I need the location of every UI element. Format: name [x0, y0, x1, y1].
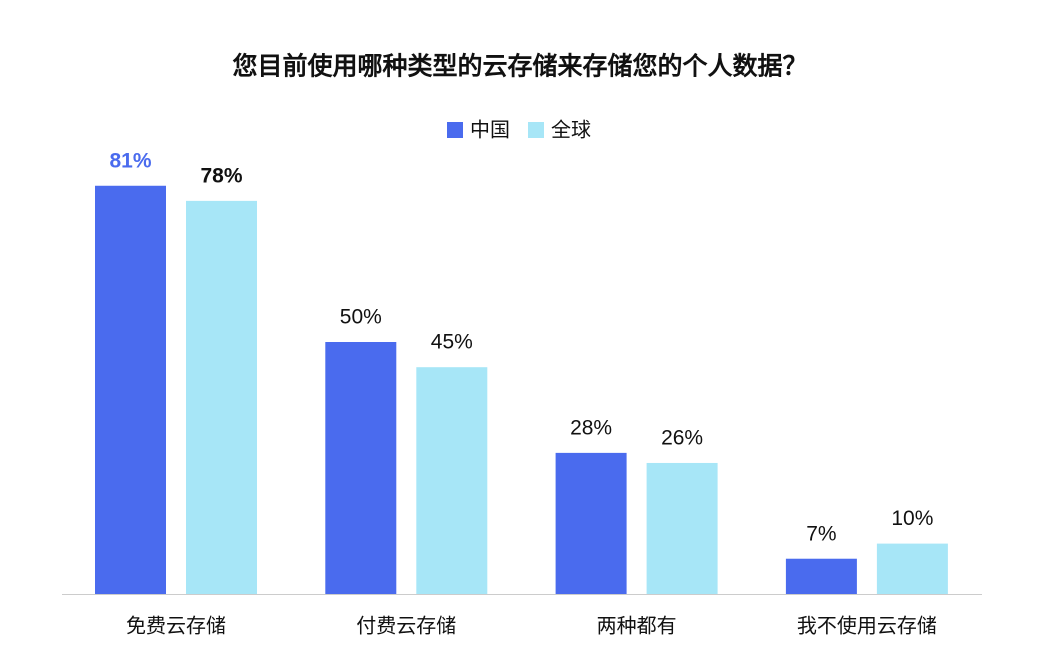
bar: [186, 200, 257, 594]
bar: [555, 452, 627, 594]
value-label: 28%: [570, 416, 612, 439]
x-tick-label: 两种都有: [597, 614, 677, 637]
bar: [876, 543, 948, 594]
legend-swatch: [528, 122, 544, 138]
bar: [416, 367, 488, 594]
value-label: 78%: [200, 164, 242, 187]
x-tick-label: 我不使用云存储: [797, 614, 937, 637]
value-label: 26%: [661, 427, 703, 450]
chart-title: 您目前使用哪种类型的云存储来存储您的个人数据？: [232, 52, 807, 81]
value-label: 7%: [806, 522, 836, 545]
bar: [95, 185, 166, 594]
bar: [646, 462, 718, 594]
value-label: 45%: [431, 331, 473, 354]
legend-swatch: [447, 122, 463, 138]
bar: [785, 558, 857, 594]
legend-label: 中国: [470, 118, 510, 141]
x-tick-label: 付费云存储: [356, 614, 456, 637]
legend-label: 全球: [551, 118, 591, 141]
value-label: 81%: [109, 149, 151, 172]
value-label: 10%: [891, 507, 933, 530]
x-tick-label: 免费云存储: [126, 614, 226, 637]
bar: [325, 342, 397, 594]
value-label: 50%: [340, 306, 382, 329]
